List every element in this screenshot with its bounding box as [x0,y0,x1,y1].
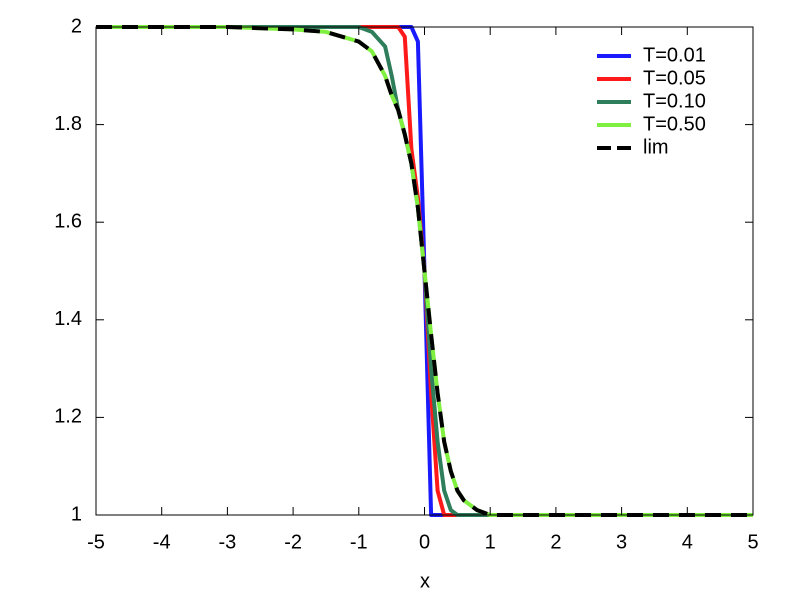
legend-label: T=0.10 [643,90,706,112]
x-tick-label: -3 [219,531,237,553]
x-tick-label: 0 [419,531,430,553]
x-axis-label: x [420,570,430,592]
x-tick-label: -1 [350,531,368,553]
x-tick-label: 5 [747,531,758,553]
y-tick-label: 1.8 [54,113,82,135]
y-tick-label: 1 [71,503,82,525]
x-tick-label: -4 [153,531,171,553]
legend-label: T=0.01 [643,44,706,66]
x-tick-label: 2 [550,531,561,553]
legend-label: T=0.50 [643,113,706,135]
legend-label: T=0.05 [643,67,706,89]
x-tick-label: 3 [616,531,627,553]
y-tick-label: 1.6 [54,210,82,232]
x-tick-label: 4 [682,531,693,553]
legend-label: lim [643,136,669,158]
y-tick-label: 1.2 [54,406,82,428]
x-tick-label: -2 [284,531,302,553]
y-tick-label: 2 [71,15,82,37]
x-tick-label: 1 [485,531,496,553]
y-tick-label: 1.4 [54,308,82,330]
x-tick-label: -5 [87,531,105,553]
